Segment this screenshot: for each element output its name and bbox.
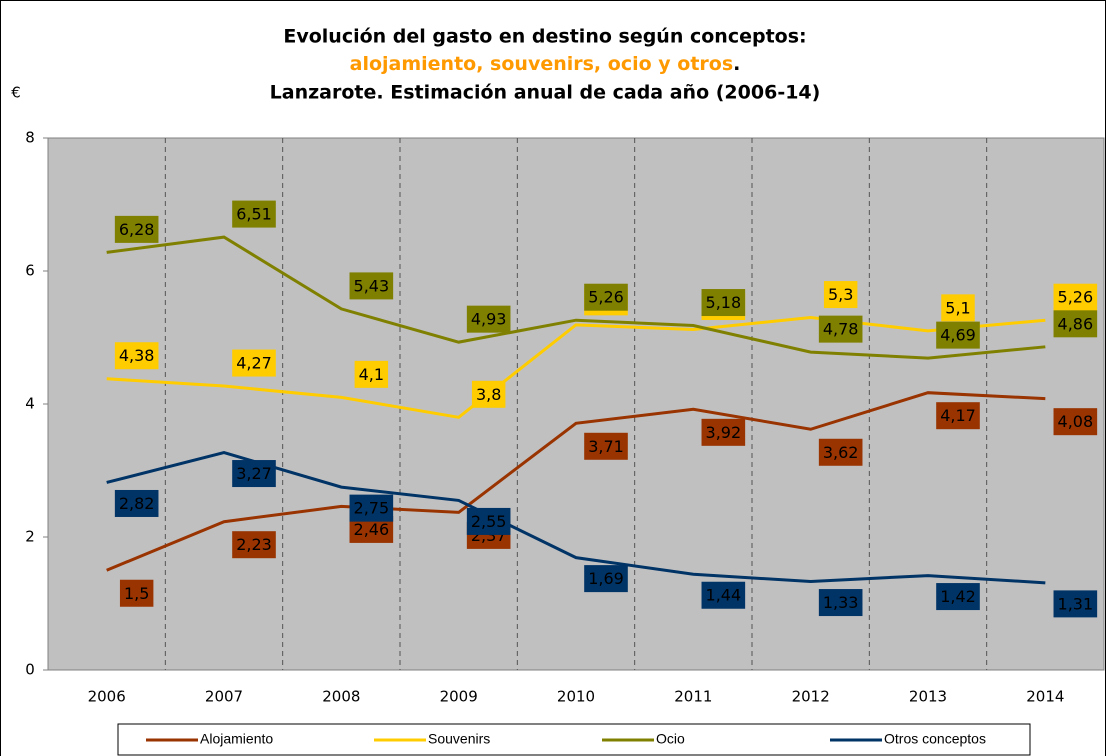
x-tick-label: 2008 xyxy=(322,688,360,706)
data-label: 4,08 xyxy=(1058,412,1094,431)
data-label-box xyxy=(818,438,863,466)
data-label-box xyxy=(936,402,980,430)
data-label-box xyxy=(823,281,858,309)
data-label-box xyxy=(941,294,975,322)
data-label: 2,23 xyxy=(236,535,272,554)
data-label: 1,5 xyxy=(124,584,149,603)
data-label-box xyxy=(466,507,511,535)
data-label: 1,33 xyxy=(823,593,859,612)
data-label-box xyxy=(701,289,746,317)
data-label-box xyxy=(701,418,746,446)
data-label: 4,27 xyxy=(236,354,272,373)
data-label: 4,78 xyxy=(823,320,859,339)
y-tick-label: 4 xyxy=(25,395,35,413)
x-tick-label: 2007 xyxy=(205,688,243,706)
data-label-box xyxy=(818,315,863,343)
legend-label: Otros conceptos xyxy=(884,731,986,747)
data-label: 5,26 xyxy=(1058,288,1094,307)
data-label: 6,51 xyxy=(236,205,272,224)
data-label-box xyxy=(1053,310,1098,338)
data-label: 1,69 xyxy=(588,569,624,588)
data-label: 4,17 xyxy=(940,406,976,425)
data-label: 4,1 xyxy=(359,365,384,384)
data-label: 5,18 xyxy=(706,293,742,312)
data-label-box xyxy=(1053,283,1098,311)
y-tick-label: 6 xyxy=(25,262,35,280)
data-label: 5,1 xyxy=(945,298,970,317)
data-label-box xyxy=(232,460,276,488)
data-label-box xyxy=(114,489,159,517)
legend-label: Ocio xyxy=(656,731,685,747)
y-tick-label: 0 xyxy=(25,661,35,679)
data-label-box xyxy=(936,583,980,611)
y-axis-label: € xyxy=(11,84,21,102)
x-tick-label: 2010 xyxy=(557,688,595,706)
data-label: 2,75 xyxy=(354,499,390,518)
data-label-box xyxy=(354,360,389,388)
data-label-box xyxy=(349,494,394,522)
data-label: 3,62 xyxy=(823,443,859,462)
data-label-box xyxy=(114,342,159,370)
chart-title-line2: alojamiento, souvenirs, ocio y otros. xyxy=(350,53,741,75)
data-label: 1,44 xyxy=(706,586,742,605)
data-label: 3,92 xyxy=(706,423,742,442)
series-line xyxy=(106,235,1046,360)
data-label-box xyxy=(584,283,628,311)
data-label: 6,28 xyxy=(119,220,155,239)
data-label-box xyxy=(818,589,863,617)
data-label: 4,86 xyxy=(1058,314,1094,333)
data-label-box xyxy=(701,581,746,609)
plot-area xyxy=(47,137,1105,671)
series-line xyxy=(106,316,1046,419)
chart-title: Evolución del gasto en destino según con… xyxy=(283,26,806,48)
chart-subtitle: Lanzarote. Estimación anual de cada año … xyxy=(270,82,821,104)
data-label: 3,71 xyxy=(588,437,624,456)
data-label: 2,82 xyxy=(119,494,155,513)
data-label: 5,26 xyxy=(588,288,624,307)
data-label: 4,38 xyxy=(119,346,155,365)
x-tick-label: 2014 xyxy=(1026,688,1064,706)
data-label-box xyxy=(232,200,276,228)
data-label-box xyxy=(114,215,159,243)
data-label-box xyxy=(936,321,980,349)
data-label-box xyxy=(466,305,511,333)
data-label: 1,31 xyxy=(1058,594,1094,613)
y-tick-label: 8 xyxy=(25,129,35,147)
x-tick-label: 2011 xyxy=(674,688,712,706)
data-label: 5,43 xyxy=(354,276,390,295)
data-label: 5,3 xyxy=(828,285,853,304)
data-label-box xyxy=(584,565,628,593)
data-label: 1,42 xyxy=(940,587,976,606)
x-tick-label: 2009 xyxy=(440,688,478,706)
legend-label: Souvenirs xyxy=(428,731,490,747)
x-tick-label: 2006 xyxy=(88,688,126,706)
legend-label: Alojamiento xyxy=(200,731,273,747)
data-label: 2,55 xyxy=(471,512,507,531)
x-tick-label: 2013 xyxy=(909,688,947,706)
data-label-box xyxy=(584,432,628,460)
title-period: . xyxy=(733,53,740,75)
data-label: 3,27 xyxy=(236,464,272,483)
y-tick-label: 2 xyxy=(25,528,35,546)
title-highlight: alojamiento, souvenirs, ocio y otros xyxy=(350,53,734,75)
data-label-box xyxy=(1053,408,1098,436)
data-label: 4,93 xyxy=(471,310,507,329)
data-label-box xyxy=(119,579,154,607)
data-label: 4,69 xyxy=(940,326,976,345)
data-label-box xyxy=(232,531,276,559)
data-label-box xyxy=(349,272,394,300)
data-label-box xyxy=(232,349,276,377)
x-tick-label: 2012 xyxy=(792,688,830,706)
data-label: 3,8 xyxy=(476,385,501,404)
data-label: 2,46 xyxy=(354,520,390,539)
data-label-box xyxy=(471,380,506,408)
data-label-box xyxy=(1053,590,1098,618)
series-line xyxy=(106,391,1046,572)
